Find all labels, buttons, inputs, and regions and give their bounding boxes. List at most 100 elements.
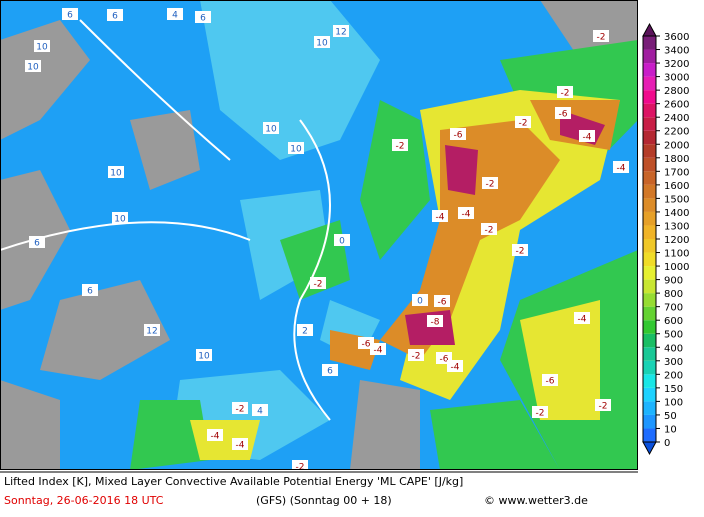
contour-label: -4 bbox=[211, 432, 220, 442]
contour-label: -2 bbox=[599, 402, 608, 412]
model: (GFS) (Sonntag 00 + 18) bbox=[256, 494, 392, 507]
label-box bbox=[333, 25, 349, 37]
colorbar-label: 3000 bbox=[664, 73, 689, 84]
label-box bbox=[25, 60, 41, 72]
label-box bbox=[196, 349, 212, 361]
contour-label: 10 bbox=[27, 63, 39, 73]
label-box bbox=[144, 324, 160, 336]
colorbar-band bbox=[643, 239, 656, 253]
colorbar-label: 300 bbox=[664, 357, 683, 368]
label-box bbox=[450, 128, 466, 140]
label-box bbox=[579, 130, 595, 142]
colorbar-label: 1800 bbox=[664, 154, 689, 165]
label-box bbox=[167, 8, 183, 20]
colorbar-band bbox=[643, 306, 656, 321]
colorbar-band bbox=[643, 198, 656, 212]
contour-label: 12 bbox=[146, 327, 157, 337]
contour-label: 6 bbox=[327, 367, 333, 377]
colorbar-band bbox=[643, 279, 656, 294]
label-box bbox=[232, 402, 248, 414]
label-box bbox=[297, 324, 313, 336]
contour-label: -6 bbox=[438, 298, 447, 308]
label-box bbox=[29, 236, 45, 248]
label-box bbox=[252, 404, 268, 416]
contour-label: -2 bbox=[519, 119, 528, 129]
label-box bbox=[447, 360, 463, 372]
colorbar-band bbox=[643, 144, 656, 158]
cape-green bbox=[130, 40, 638, 470]
contour-label: 10 bbox=[290, 145, 302, 155]
colorbar-band bbox=[643, 76, 656, 91]
map-frame bbox=[0, 0, 638, 470]
colorbar-band bbox=[643, 387, 656, 402]
colorbar-label: 3400 bbox=[664, 46, 689, 57]
label-box bbox=[593, 30, 609, 42]
colorbar-band bbox=[643, 157, 656, 172]
contour-label: 6 bbox=[87, 287, 93, 297]
label-box bbox=[322, 364, 338, 376]
colorbar-band bbox=[643, 293, 656, 307]
contour-label: 6 bbox=[67, 11, 73, 21]
label-box bbox=[232, 438, 248, 450]
label-box bbox=[432, 210, 448, 222]
contour-label: -2 bbox=[485, 226, 494, 236]
title: Lifted Index [K], Mixed Layer Convective… bbox=[4, 475, 463, 488]
contour-label: 10 bbox=[265, 125, 277, 135]
credit: © www.wetter3.de bbox=[484, 494, 588, 507]
contour-label: -2 bbox=[486, 180, 495, 190]
label-box bbox=[62, 8, 78, 20]
label-box bbox=[595, 399, 611, 411]
contour-label: -2 bbox=[296, 463, 305, 473]
label-box bbox=[434, 295, 450, 307]
colorbar-label: 1000 bbox=[664, 262, 689, 273]
contour-label: 12 bbox=[335, 28, 346, 38]
contour-label: -2 bbox=[516, 247, 525, 257]
colorbar-band bbox=[643, 130, 656, 145]
colorbar-label: 2000 bbox=[664, 140, 689, 151]
colorbar-band bbox=[643, 266, 656, 280]
colorbar-label: 2200 bbox=[664, 127, 689, 138]
contour-label: 10 bbox=[198, 352, 210, 362]
contour-label: 6 bbox=[34, 239, 40, 249]
colorbar-label: 700 bbox=[664, 303, 683, 314]
contour-label: -2 bbox=[396, 142, 405, 152]
label-box bbox=[207, 429, 223, 441]
colorbar-band bbox=[643, 49, 656, 64]
contour-label: 2 bbox=[302, 327, 308, 337]
colorbar-label: 2400 bbox=[664, 113, 689, 124]
cape-red bbox=[405, 110, 605, 345]
label-box bbox=[408, 349, 424, 361]
colorbar-band bbox=[643, 225, 656, 239]
colorbar-band bbox=[643, 36, 656, 50]
colorbar-label: 500 bbox=[664, 330, 683, 341]
colorbar-label: 100 bbox=[664, 397, 683, 408]
colorbar-label: 0 bbox=[664, 438, 670, 449]
label-box bbox=[34, 40, 50, 52]
label-box bbox=[195, 11, 211, 23]
contour-label: -2 bbox=[597, 33, 606, 43]
contour-label: -2 bbox=[412, 352, 421, 362]
label-box bbox=[288, 142, 304, 154]
colorbar-band bbox=[643, 90, 656, 104]
contour-label: 10 bbox=[110, 169, 122, 179]
contour-label: 4 bbox=[257, 407, 263, 417]
label-box bbox=[512, 244, 528, 256]
colorbar-label: 1100 bbox=[664, 249, 689, 260]
colorbar-label: 600 bbox=[664, 316, 683, 327]
label-box bbox=[392, 139, 408, 151]
colorbar-band bbox=[643, 414, 656, 429]
contour-label: 10 bbox=[316, 39, 328, 49]
label-box bbox=[613, 161, 629, 173]
label-box bbox=[481, 223, 497, 235]
colorbar-label: 1500 bbox=[664, 194, 689, 205]
contour-label: -2 bbox=[561, 89, 570, 99]
colorbar-band bbox=[643, 117, 656, 131]
contour-label: -2 bbox=[236, 405, 245, 415]
colorbar-label: 50 bbox=[664, 411, 677, 422]
colorbar-band bbox=[643, 428, 656, 442]
contour-label: 4 bbox=[172, 11, 178, 21]
label-box bbox=[82, 284, 98, 296]
colorbar-label: 200 bbox=[664, 370, 683, 381]
colorbar-band bbox=[643, 184, 656, 199]
